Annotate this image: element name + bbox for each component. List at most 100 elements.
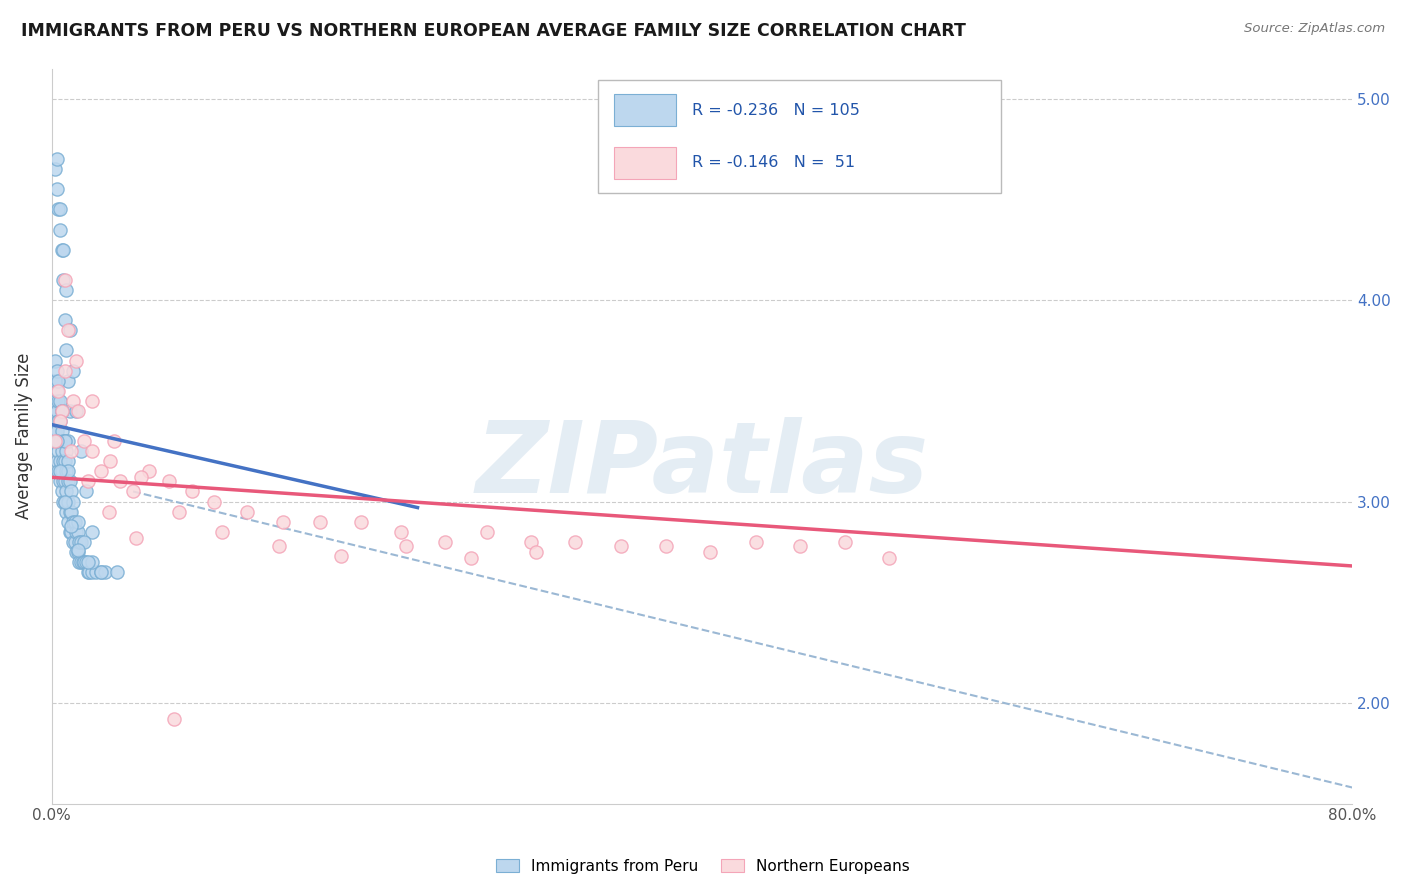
Point <box>75 484 97 499</box>
Point <box>211 524 233 539</box>
Point <box>163 712 186 726</box>
Point <box>138 464 160 478</box>
Point <box>44 424 66 438</box>
Point <box>56 515 79 529</box>
Point <box>67 534 90 549</box>
Point <box>44 162 66 177</box>
Point <box>73 555 96 569</box>
Point <box>56 374 79 388</box>
Point <box>49 434 72 449</box>
Point <box>45 152 67 166</box>
Point <box>477 524 499 539</box>
Point <box>65 545 87 559</box>
Text: R = -0.146   N =  51: R = -0.146 N = 51 <box>692 155 855 170</box>
Point <box>82 444 104 458</box>
Point <box>65 404 87 418</box>
Point <box>103 434 125 449</box>
Point <box>105 565 128 579</box>
Point <box>55 343 77 358</box>
Point <box>51 444 73 458</box>
Point <box>789 539 811 553</box>
Point <box>46 414 69 428</box>
Point <box>309 515 332 529</box>
Text: R = -0.236   N = 105: R = -0.236 N = 105 <box>692 103 859 118</box>
Point <box>67 555 90 569</box>
Point <box>60 518 83 533</box>
Point <box>45 454 67 468</box>
Point <box>49 464 72 478</box>
Legend: Immigrants from Peru, Northern Europeans: Immigrants from Peru, Northern Europeans <box>489 853 917 880</box>
Point <box>55 484 77 499</box>
Point <box>53 494 76 508</box>
Point <box>89 565 111 579</box>
FancyBboxPatch shape <box>598 79 1001 194</box>
Point <box>82 555 104 569</box>
Point <box>564 534 586 549</box>
Point <box>72 555 94 569</box>
Point <box>46 202 69 217</box>
Point <box>62 534 84 549</box>
Point <box>52 454 75 468</box>
Point <box>55 505 77 519</box>
Point <box>97 505 120 519</box>
Point <box>42 434 65 449</box>
Point <box>53 434 76 449</box>
Point <box>62 515 84 529</box>
Point <box>66 524 89 539</box>
Point <box>236 505 259 519</box>
Point <box>70 444 93 458</box>
Point <box>389 524 412 539</box>
Point <box>62 494 84 508</box>
Point <box>52 434 75 449</box>
Point <box>59 505 82 519</box>
Point <box>202 494 225 508</box>
Point <box>76 565 98 579</box>
Point <box>49 414 72 428</box>
Point <box>89 464 111 478</box>
Point <box>167 505 190 519</box>
Point <box>94 565 117 579</box>
Point <box>699 545 721 559</box>
Point <box>45 434 67 449</box>
Point <box>51 484 73 499</box>
Point <box>77 565 100 579</box>
Point <box>49 222 72 236</box>
Text: ZIPatlas: ZIPatlas <box>475 417 928 514</box>
Point <box>44 353 66 368</box>
Point <box>395 539 418 553</box>
Point <box>49 414 72 428</box>
Point <box>62 363 84 377</box>
Point <box>744 534 766 549</box>
Point <box>65 524 87 539</box>
Point <box>66 404 89 418</box>
Point <box>44 434 66 449</box>
Point <box>59 475 82 489</box>
Point <box>56 454 79 468</box>
Point <box>44 374 66 388</box>
Point <box>66 545 89 559</box>
Point <box>53 475 76 489</box>
Point <box>46 374 69 388</box>
Point <box>349 515 371 529</box>
Point <box>53 494 76 508</box>
Point <box>84 565 107 579</box>
Point <box>524 545 547 559</box>
Point <box>51 464 73 478</box>
Text: IMMIGRANTS FROM PERU VS NORTHERN EUROPEAN AVERAGE FAMILY SIZE CORRELATION CHART: IMMIGRANTS FROM PERU VS NORTHERN EUROPEA… <box>21 22 966 40</box>
Point <box>42 393 65 408</box>
Point <box>63 534 86 549</box>
Point <box>45 384 67 398</box>
Point <box>42 404 65 418</box>
Point <box>108 475 131 489</box>
Point <box>73 434 96 449</box>
Point <box>46 384 69 398</box>
Point <box>51 404 73 418</box>
Point <box>55 283 77 297</box>
Point <box>70 555 93 569</box>
Point <box>49 202 72 217</box>
Bar <box>613 95 676 127</box>
Point <box>70 534 93 549</box>
Point <box>56 464 79 478</box>
Point <box>129 470 152 484</box>
Point <box>46 444 69 458</box>
